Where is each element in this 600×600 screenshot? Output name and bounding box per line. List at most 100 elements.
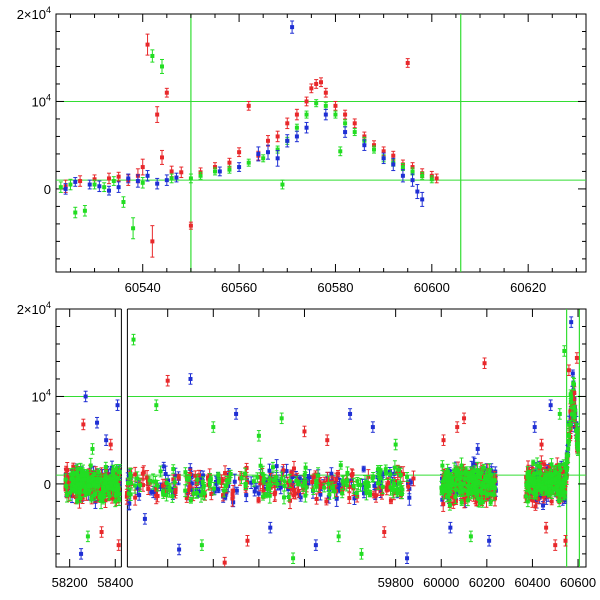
data-point — [275, 156, 280, 161]
data-point — [408, 480, 413, 485]
data-point — [201, 473, 206, 478]
data-point — [93, 492, 98, 497]
data-point — [173, 486, 178, 491]
data-point — [333, 112, 338, 117]
data-point — [335, 487, 340, 492]
data-point — [394, 487, 399, 492]
data-point — [395, 470, 400, 475]
data-point — [304, 112, 309, 117]
data-point — [160, 155, 164, 160]
data-point — [326, 481, 331, 486]
data-point — [105, 477, 110, 482]
data-point — [133, 472, 138, 477]
data-point — [391, 153, 396, 158]
data-point — [128, 492, 133, 497]
data-point — [364, 490, 369, 495]
data-point — [314, 496, 319, 501]
data-point — [140, 180, 145, 185]
data-point — [388, 498, 393, 503]
data-point — [82, 475, 87, 480]
data-point — [291, 487, 296, 492]
panel-1: 60540 60560 60580 60600 60620 0 104 2×104 — [17, 5, 587, 295]
data-point — [213, 169, 217, 174]
data-point — [107, 493, 112, 498]
data-point — [167, 485, 172, 490]
data-point — [187, 475, 192, 480]
data-point — [252, 489, 257, 494]
data-point — [266, 483, 271, 488]
data-point — [97, 184, 102, 189]
data-point — [355, 479, 360, 484]
data-point — [307, 475, 312, 480]
data-point — [203, 493, 208, 498]
data-point — [183, 488, 188, 493]
data-point — [274, 475, 279, 480]
data-point — [310, 479, 315, 484]
data-point — [75, 467, 80, 472]
data-point — [75, 498, 80, 503]
y-tick-label: 104 — [32, 92, 51, 109]
data-point — [397, 481, 402, 486]
data-point — [259, 475, 264, 480]
data-point — [216, 479, 221, 484]
data-point — [294, 125, 299, 130]
data-point — [336, 471, 341, 476]
data-point — [164, 178, 169, 183]
data-point — [75, 482, 80, 487]
data-point — [372, 147, 376, 152]
data-point — [392, 471, 397, 476]
data-point — [169, 176, 174, 181]
data-point — [63, 186, 68, 191]
data-point — [140, 471, 145, 476]
data-point — [281, 468, 286, 473]
data-point — [201, 483, 206, 488]
data-point — [92, 177, 97, 182]
data-point — [140, 165, 145, 170]
data-point — [160, 489, 165, 494]
data-point — [131, 226, 136, 231]
data-point — [272, 492, 277, 497]
data-point — [290, 25, 295, 30]
data-point — [334, 477, 339, 482]
data-point — [155, 483, 160, 488]
x-tick-label: 60400 — [514, 575, 550, 590]
data-point — [322, 480, 327, 485]
data-point — [390, 488, 395, 493]
data-point — [145, 42, 150, 47]
data-point — [176, 475, 181, 480]
data-point — [88, 463, 93, 468]
data-point — [69, 477, 74, 482]
data-point — [289, 470, 294, 475]
season-3 — [439, 456, 498, 512]
data-point — [347, 496, 352, 501]
data-point — [209, 491, 214, 496]
data-point — [114, 496, 119, 501]
data-point — [171, 477, 176, 482]
data-point — [429, 177, 434, 182]
data-point — [86, 484, 91, 489]
data-point — [126, 176, 131, 181]
data-point — [64, 483, 69, 488]
data-point — [304, 99, 309, 104]
data-point — [311, 488, 316, 493]
data-point — [266, 138, 270, 143]
data-point — [170, 494, 175, 499]
data-point — [110, 496, 115, 501]
data-point — [374, 493, 379, 498]
data-point — [271, 478, 276, 483]
data-point — [332, 489, 337, 494]
x-tick-label: 60600 — [560, 575, 596, 590]
data-point — [160, 64, 164, 69]
data-point — [401, 472, 406, 477]
data-point — [189, 488, 194, 493]
data-point — [400, 487, 405, 492]
data-point — [171, 467, 176, 472]
data-point — [114, 487, 119, 492]
data-point — [441, 502, 446, 507]
data-point — [153, 479, 158, 484]
data-point — [77, 498, 82, 503]
data-point — [88, 469, 93, 474]
data-point — [115, 475, 120, 480]
data-point — [135, 486, 140, 491]
data-point — [151, 479, 156, 484]
